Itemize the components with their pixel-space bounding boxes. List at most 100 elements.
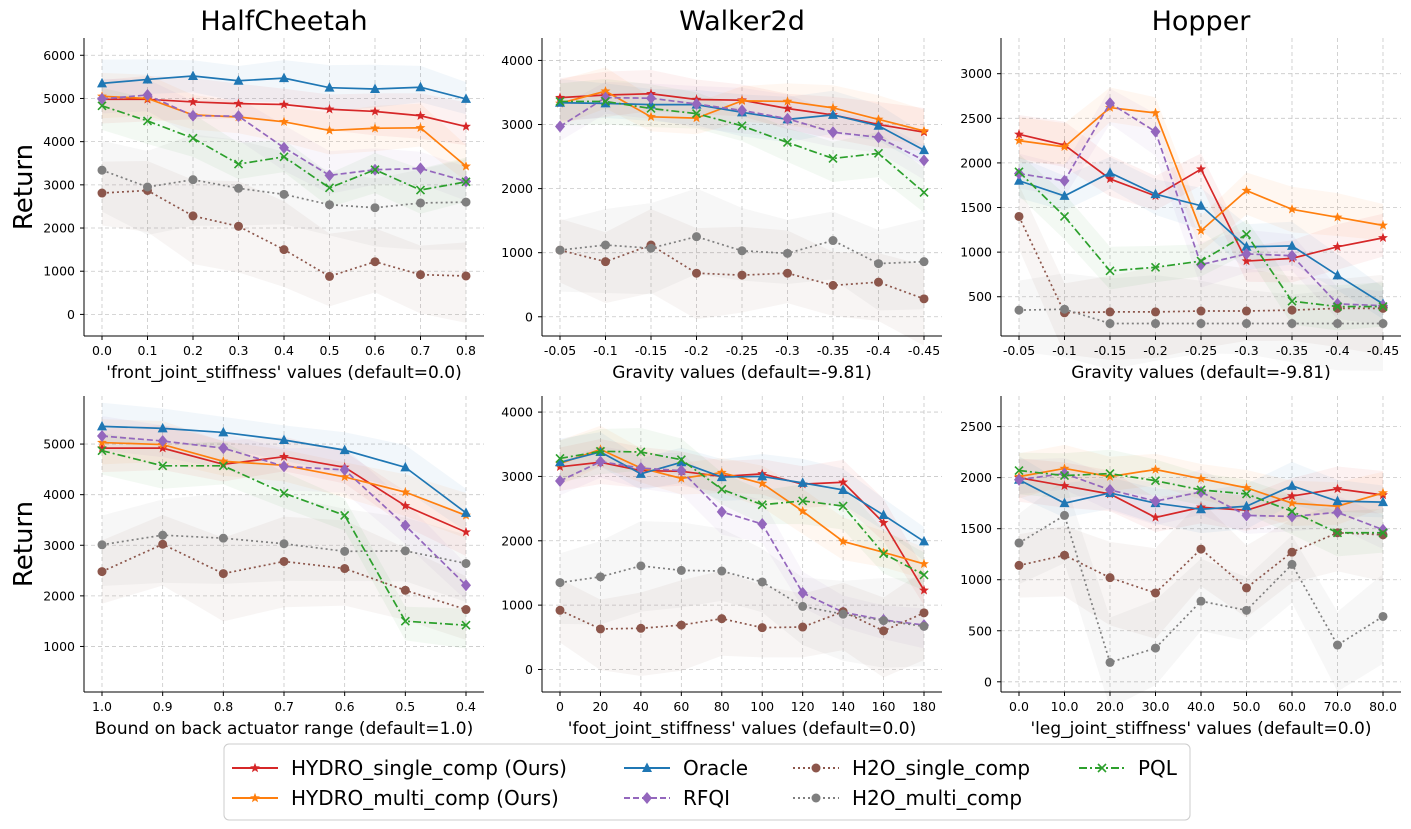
confidence-bands xyxy=(102,402,466,649)
data-point-hm xyxy=(828,102,838,113)
data-point-hs xyxy=(1287,490,1297,501)
data-point-pq xyxy=(676,455,686,465)
data-point-pq-stroke-b xyxy=(919,570,929,580)
data-point-hms xyxy=(218,533,228,543)
y-tick-label: 500 xyxy=(968,289,992,304)
data-point-hss xyxy=(1242,306,1251,316)
data-point-hss xyxy=(279,556,289,566)
data-point-hms xyxy=(919,621,929,631)
x-tick-label: -0.3 xyxy=(775,343,799,358)
y-tick-label: 2000 xyxy=(43,588,75,603)
legend-label: HYDRO_single_comp (Ours) xyxy=(291,756,567,780)
data-point-hm xyxy=(1378,487,1388,498)
series-rf xyxy=(97,429,471,592)
data-point-or xyxy=(97,420,107,431)
data-point-hm xyxy=(1287,497,1297,508)
legend-marker-or xyxy=(642,762,652,772)
panel-5: 0 20 40 60 80 100 120 140 160 180 0 1000 2000 3000 400… xyxy=(501,396,942,739)
data-point-pq-stroke-b xyxy=(279,152,289,162)
data-point-hms xyxy=(595,572,605,582)
legend-label: RFQI xyxy=(683,786,730,810)
data-point-rf xyxy=(218,442,229,455)
data-point-hm xyxy=(97,437,107,447)
x-tick-label: -0.1 xyxy=(1052,343,1076,358)
data-point-or xyxy=(1287,240,1297,250)
y-tick-label: 2000 xyxy=(960,470,992,485)
data-point-or xyxy=(1241,500,1252,511)
data-point-pq xyxy=(1287,506,1297,516)
legend-entry-hm: HYDRO_multi_comp (Ours) xyxy=(232,786,559,810)
series-hms xyxy=(1014,510,1388,667)
data-point-rf xyxy=(157,435,168,448)
data-point-hms xyxy=(188,175,198,185)
data-point-pq-stroke-b xyxy=(782,137,793,148)
data-point-rf xyxy=(691,98,702,111)
data-point-or xyxy=(919,535,929,546)
data-point-pq xyxy=(461,620,471,630)
data-point-hm xyxy=(782,96,793,106)
data-point-rf xyxy=(279,460,289,473)
series-pq xyxy=(1014,167,1388,312)
series-hms xyxy=(555,232,929,269)
data-point-pq-stroke-b xyxy=(798,496,808,506)
data-point-hm xyxy=(339,471,350,482)
series-hms xyxy=(555,561,929,631)
data-point-rf xyxy=(635,462,646,475)
data-point-pq xyxy=(838,501,848,511)
data-point-pq-stroke-b xyxy=(873,148,884,158)
x-axis-label: Gravity values (default=-9.81) xyxy=(612,363,872,383)
data-point-rf xyxy=(1014,473,1024,486)
data-point-or xyxy=(97,77,107,88)
data-point-hs xyxy=(1105,173,1115,184)
data-point-pq-stroke-b xyxy=(600,96,611,107)
data-point-hss xyxy=(1105,573,1115,583)
data-point-rf xyxy=(1150,495,1161,508)
data-point-hms xyxy=(1060,510,1069,520)
series-line-hms xyxy=(559,565,925,628)
data-point-hs xyxy=(1059,480,1070,491)
data-point-hms xyxy=(1287,319,1297,329)
y-tick-label: 2000 xyxy=(960,155,992,170)
data-point-or xyxy=(218,426,229,437)
data-point-pq xyxy=(279,488,289,498)
data-point-rf xyxy=(142,89,153,102)
data-point-or xyxy=(279,72,289,83)
data-point-pq xyxy=(873,148,884,158)
x-tick-label: 0.5 xyxy=(395,699,415,714)
data-point-hs xyxy=(97,442,107,453)
data-point-hs xyxy=(1196,163,1206,174)
band-or xyxy=(102,402,466,532)
data-point-hs xyxy=(919,585,929,595)
data-point-hss xyxy=(1196,544,1206,554)
data-point-pq-stroke-b xyxy=(828,153,838,164)
data-point-hss xyxy=(279,245,289,255)
data-point-rf xyxy=(97,429,107,442)
data-point-hm xyxy=(1241,482,1252,493)
data-point-pq xyxy=(555,96,565,107)
data-point-hs xyxy=(279,451,289,461)
data-point-hms xyxy=(325,200,334,210)
data-point-pq-stroke-b xyxy=(1332,301,1343,312)
series xyxy=(555,444,929,636)
data-point-hss xyxy=(676,620,686,630)
data-point-pq-stroke-b xyxy=(878,549,889,559)
x-tick-label: 0.8 xyxy=(456,343,476,358)
series-line-pq xyxy=(560,100,925,194)
data-point-hms xyxy=(879,616,889,626)
panel-1: 0.0 0.1 0.2 0.3 0.4 0.5 0.6 0.7 0.8 0 1000 2000 3000… xyxy=(9,6,484,383)
band-pq xyxy=(102,432,466,649)
data-point-pq xyxy=(1014,167,1024,177)
chart-title: Hopper xyxy=(1152,6,1252,37)
data-point-hss xyxy=(158,539,168,549)
data-point-hm xyxy=(461,161,471,171)
data-point-pq xyxy=(1378,528,1388,538)
x-tick-label: 30.0 xyxy=(1142,699,1170,714)
data-point-pq-stroke-b xyxy=(142,116,153,126)
legend-entry-hms: H2O_multi_comp xyxy=(793,786,1022,810)
x-tick-label: -0.25 xyxy=(1185,343,1217,358)
legend-entry-hss: H2O_single_comp xyxy=(793,756,1030,780)
data-point-rf xyxy=(400,519,411,532)
data-point-hms xyxy=(555,578,565,588)
x-axis-label: 'leg_joint_stiffness' values (default=0.… xyxy=(1031,719,1372,739)
data-point-pq-stroke-b xyxy=(691,109,702,119)
